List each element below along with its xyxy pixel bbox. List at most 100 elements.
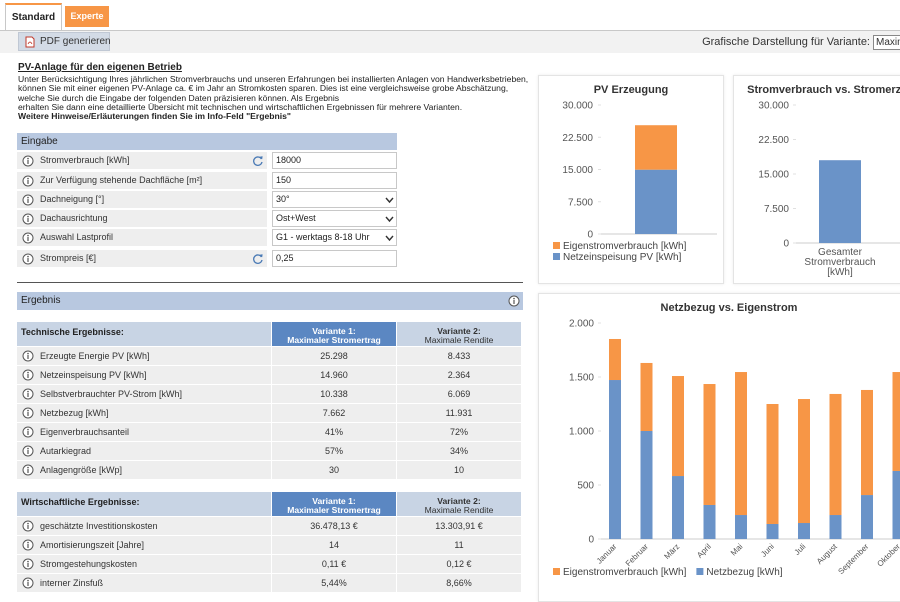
select-field[interactable]: 30°: [272, 191, 397, 208]
cell-value: 11.931: [397, 408, 521, 418]
cell-value: 6.069: [397, 389, 521, 399]
y-tick-label: 0: [587, 230, 593, 241]
cell-value: 0,12 €: [397, 559, 521, 569]
bar-segment: [704, 505, 716, 539]
info-icon: [22, 232, 34, 244]
x-tick-label: Juli: [793, 542, 808, 557]
cell-value: 14.960: [272, 370, 396, 380]
input-field[interactable]: 18000: [272, 152, 397, 169]
bar-segment: [861, 495, 873, 539]
chart-title: Netzbezug vs. Eigenstrom: [661, 302, 798, 314]
section-header: [17, 292, 523, 310]
info-icon: [22, 426, 34, 438]
info-icon: [22, 213, 34, 225]
y-tick-label: 22.500: [758, 135, 789, 146]
info-icon: [22, 350, 34, 362]
x-tick-label: Januar: [595, 542, 619, 566]
x-tick-label: September: [836, 542, 870, 576]
cell-value: 13.303,91 €: [397, 521, 521, 531]
input-label: Zur Verfügung stehende Dachfläche [m²]: [40, 175, 202, 185]
pdf-button[interactable]: PDF generieren: [18, 32, 110, 51]
bar: [819, 160, 861, 243]
bar-segment: [893, 471, 900, 539]
y-tick-label: 2.000: [569, 319, 594, 330]
info-icon: [22, 445, 34, 457]
row-label: Eigenverbrauchsanteil: [40, 427, 129, 437]
variant-sub: Maximale Rendite: [397, 335, 521, 345]
bar-segment: [830, 394, 842, 515]
cell-value: 8.433: [397, 351, 521, 361]
bar-segment: [672, 376, 684, 476]
pdf-button-label: PDF generieren: [40, 33, 111, 50]
input-label: Stromverbrauch [kWh]: [40, 155, 130, 165]
table-title: Technische Ergebnisse:: [21, 327, 124, 337]
info-icon: [22, 194, 34, 206]
y-tick-label: 0: [783, 239, 789, 250]
chart-panel: Stromverbrauch vs. Stromerzeugung07.5001…: [733, 75, 900, 284]
cell-value: 10: [397, 465, 521, 475]
y-tick-label: 1.500: [569, 373, 594, 384]
cell-value: 41%: [272, 427, 396, 437]
row-label: Amortisierungszeit [Jahre]: [40, 540, 144, 550]
variant-select[interactable]: Maximaler Stromertrag: [873, 35, 900, 50]
info-icon: [22, 175, 34, 187]
cell-value: 30: [272, 465, 396, 475]
variant-header: Variante 2:Maximale Rendite: [397, 492, 521, 516]
x-tick-label: April: [695, 542, 713, 560]
cell-value: 72%: [397, 427, 521, 437]
x-tick-label: März: [662, 542, 681, 561]
x-tick-label: Februar: [624, 542, 650, 568]
row-label: Netzbezug [kWh]: [40, 408, 109, 418]
cell-value: 5,44%: [272, 578, 396, 588]
x-tick-label: Mai: [729, 542, 745, 558]
section-title: Eingabe: [21, 136, 58, 147]
row-label: Selbstverbrauchter PV-Strom [kWh]: [40, 389, 182, 399]
input-label: Dachausrichtung: [40, 213, 108, 223]
bar-segment: [767, 404, 779, 524]
bar-segment: [798, 523, 810, 539]
table-title: Wirtschaftliche Ergebnisse:: [21, 497, 139, 507]
legend-label: Eigenstromverbrauch [kWh]: [563, 567, 687, 578]
info-icon: [22, 558, 34, 570]
cell-value: 34%: [397, 446, 521, 456]
bar-segment: [609, 339, 621, 380]
cell-value: 7.662: [272, 408, 396, 418]
row-label: geschätzte Investitionskosten: [40, 521, 158, 531]
select-field[interactable]: G1 - werktags 8-18 Uhr: [272, 229, 397, 246]
input-label: Dachneigung [°]: [40, 194, 104, 204]
info-icon: [22, 369, 34, 381]
x-tick-label: Juni: [759, 542, 776, 559]
bar-segment: [635, 170, 677, 234]
tab-experte[interactable]: Experte: [65, 6, 109, 27]
separator: [17, 282, 523, 283]
legend-label: Netzeinspeisung PV [kWh]: [563, 252, 682, 263]
cell-value: 8,66%: [397, 578, 521, 588]
info-icon: [22, 388, 34, 400]
bar-segment: [798, 399, 810, 523]
dropdown-arrow: [385, 215, 394, 223]
info-icon: [22, 577, 34, 589]
row-label: interner Zinsfuß: [40, 578, 103, 588]
y-tick-label: 0: [588, 535, 594, 546]
bar-segment: [641, 363, 653, 431]
y-tick-label: 7.500: [568, 197, 593, 208]
legend-swatch: [553, 568, 560, 575]
pdf-icon: [24, 36, 36, 48]
x-tick-label: Gesamter Stromverbrauch [kWh]: [800, 248, 880, 278]
legend-swatch: [553, 242, 560, 249]
refresh-icon: [252, 253, 264, 265]
row-label: Stromgestehungskosten: [40, 559, 137, 569]
select-field[interactable]: Ost+West: [272, 210, 397, 227]
bar-segment: [735, 515, 747, 539]
input-field[interactable]: 0,25: [272, 250, 397, 267]
tab-standard[interactable]: Standard: [5, 3, 62, 30]
variant-label: Grafische Darstellung für Variante:: [702, 36, 870, 48]
intro-note: Weitere Hinweise/Erläuterungen finden Si…: [18, 111, 291, 121]
x-tick-label: Oktober: [875, 542, 900, 569]
cell-value: 14: [272, 540, 396, 550]
y-tick-label: 15.000: [562, 165, 593, 176]
input-field[interactable]: 150: [272, 172, 397, 189]
